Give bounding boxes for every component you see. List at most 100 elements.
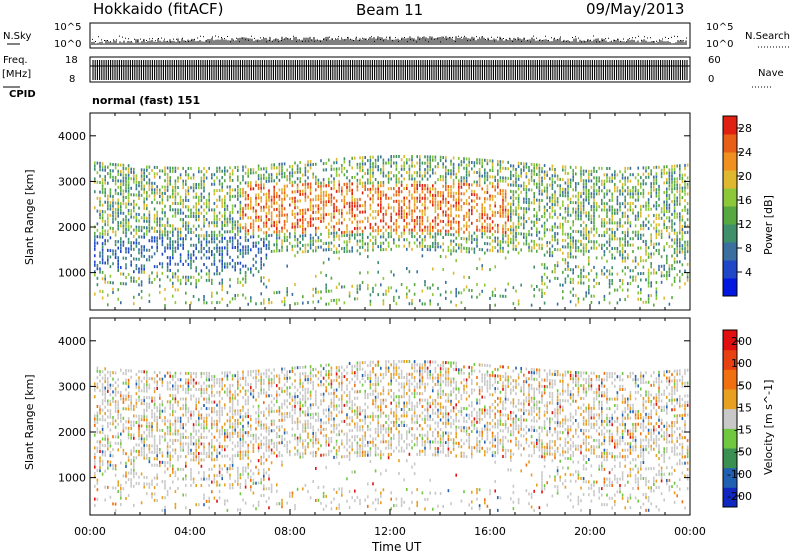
heatmap-cell: [572, 220, 574, 224]
heatmap-cell: [133, 449, 135, 453]
heatmap-cell: [489, 168, 491, 172]
heatmap-cell: [593, 246, 595, 250]
heatmap-cell: [260, 266, 262, 270]
heatmap-cell: [361, 210, 364, 214]
heatmap-cell: [666, 229, 668, 233]
heatmap-cell: [598, 301, 600, 305]
heatmap-cell: [533, 201, 535, 205]
heatmap-cell: [569, 178, 572, 182]
heatmap-cell: [356, 233, 359, 237]
heatmap-cell: [530, 169, 533, 173]
heatmap-cell: [156, 425, 158, 429]
heatmap-cell: [133, 484, 135, 488]
heatmap-cell: [473, 199, 476, 203]
heatmap-cell: [299, 218, 301, 222]
heatmap-cell: [575, 265, 577, 269]
heatmap-cell: [673, 276, 676, 280]
heatmap-cell: [562, 216, 564, 220]
heatmap-cell: [525, 184, 528, 188]
heatmap-cell: [562, 283, 564, 287]
heatmap-cell: [499, 211, 502, 215]
heatmap-cell: [369, 197, 372, 201]
heatmap-cell: [507, 240, 509, 244]
heatmap-cell: [294, 238, 296, 242]
heatmap-cell: [502, 250, 504, 253]
heatmap-cell: [510, 241, 512, 245]
heatmap-cell: [107, 402, 109, 406]
heatmap-cell: [96, 488, 99, 492]
heatmap-cell: [351, 230, 353, 234]
heatmap-cell: [333, 212, 335, 216]
heatmap-cell: [354, 198, 356, 202]
heatmap-cell: [276, 233, 278, 237]
nsearch-dots: [92, 35, 687, 43]
heatmap-cell: [382, 193, 385, 197]
heatmap-cell: [117, 169, 119, 173]
heatmap-cell: [471, 183, 473, 187]
heatmap-cell: [112, 396, 114, 400]
heatmap-cell: [411, 174, 413, 178]
heatmap-cell: [330, 247, 333, 251]
heatmap-cell: [489, 229, 491, 233]
heatmap-cell: [666, 171, 668, 175]
heatmap-cell: [590, 173, 593, 176]
heatmap-cell: [437, 190, 439, 194]
heatmap-cell: [681, 272, 684, 276]
heatmap-cell: [387, 203, 390, 207]
heatmap-cell: [442, 162, 444, 166]
heatmap-cell: [450, 226, 452, 230]
heatmap-cell: [424, 206, 426, 210]
heatmap-cell: [229, 179, 231, 182]
heatmap-cell: [291, 200, 294, 204]
heatmap-cell: [481, 222, 483, 226]
heatmap-cell: [426, 177, 429, 181]
heatmap-cell: [502, 230, 504, 234]
heatmap-cell: [611, 237, 613, 241]
heatmap-cell: [445, 181, 447, 185]
heatmap-cell: [278, 233, 281, 237]
heatmap-cell: [242, 175, 244, 179]
heatmap-cell: [138, 193, 140, 197]
heatmap-cell: [398, 215, 400, 219]
heatmap-cell: [226, 246, 229, 250]
heatmap-cell: [117, 221, 119, 224]
heatmap-cell: [140, 296, 143, 300]
heatmap-cell: [143, 200, 145, 204]
heatmap-cell: [122, 474, 125, 478]
heatmap-cell: [356, 201, 359, 205]
heatmap-cell: [642, 265, 645, 269]
heatmap-cell: [341, 186, 343, 190]
heatmap-cell: [114, 192, 117, 195]
heatmap-cell: [494, 204, 496, 208]
heatmap-cell: [109, 207, 112, 211]
heatmap-cell: [650, 265, 652, 269]
heatmap-cell: [187, 227, 190, 231]
heatmap-cell: [172, 272, 174, 276]
heatmap-cell: [138, 241, 140, 245]
heatmap-cell: [120, 391, 122, 394]
heatmap-cell: [294, 171, 296, 175]
heatmap-cell: [151, 236, 153, 240]
heatmap-cell: [387, 241, 390, 245]
heatmap-cell: [291, 180, 294, 184]
heatmap-cell: [127, 212, 130, 216]
heatmap-cell: [127, 417, 130, 421]
heatmap-cell: [164, 224, 166, 227]
heatmap-cell: [104, 165, 106, 169]
heatmap-cell: [291, 292, 294, 296]
heatmap-cell: [575, 188, 577, 192]
heatmap-cell: [515, 177, 517, 181]
heatmap-cell: [172, 227, 174, 231]
heatmap-cell: [650, 182, 652, 186]
heatmap-cell: [307, 243, 309, 247]
heatmap-cell: [525, 188, 528, 192]
heatmap-cell: [411, 155, 413, 158]
heatmap-cell: [504, 234, 507, 238]
heatmap-cell: [109, 370, 112, 374]
heatmap-cell: [224, 208, 226, 211]
heatmap-cell: [226, 262, 229, 266]
heatmap-cell: [348, 179, 351, 183]
heatmap-cell: [520, 171, 522, 175]
heatmap-cell: [307, 301, 309, 305]
heatmap-cell: [588, 285, 590, 288]
